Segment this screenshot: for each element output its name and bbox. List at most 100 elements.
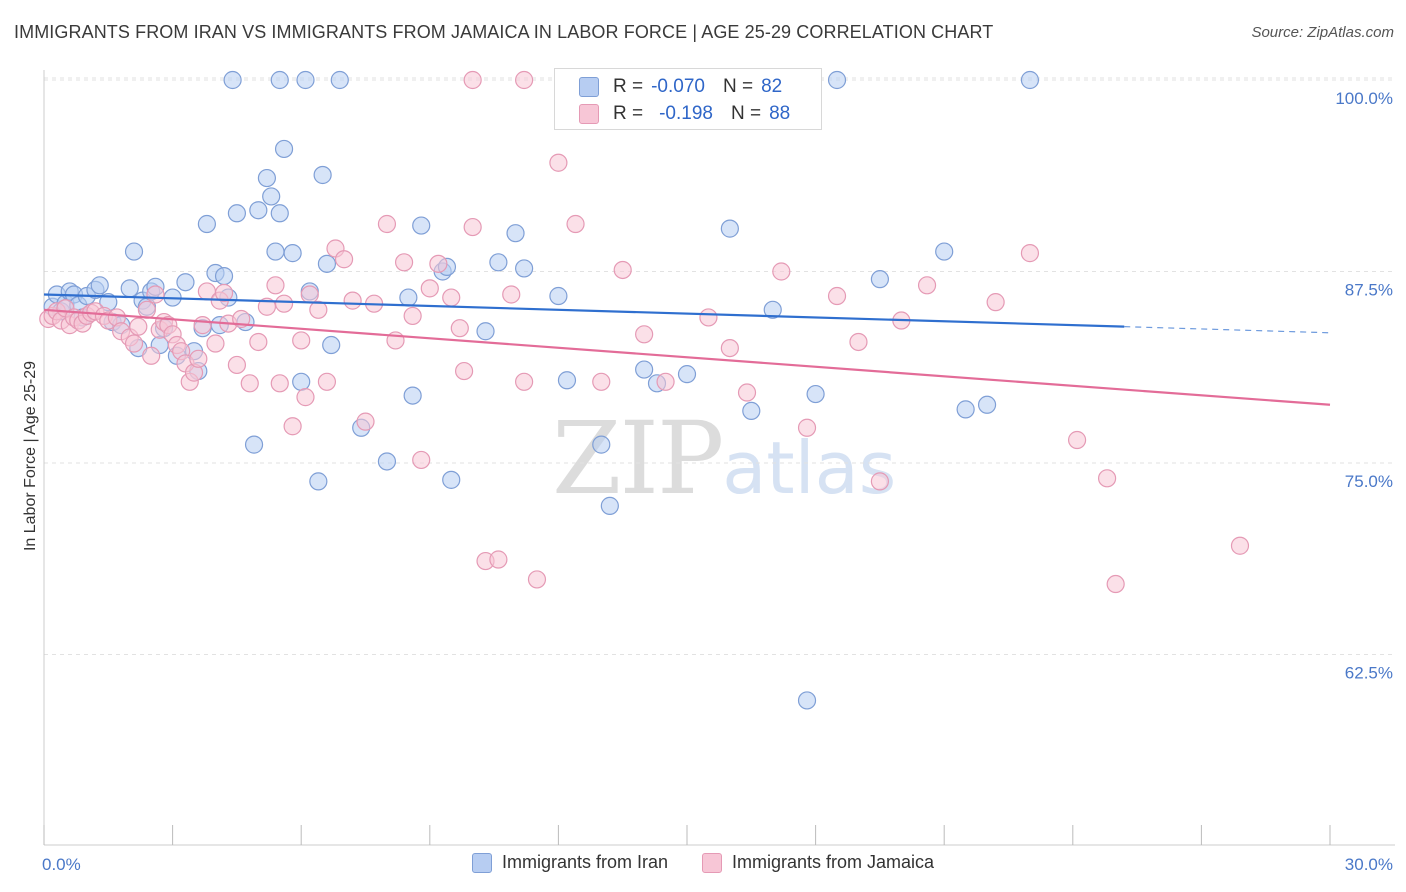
data-point-iran	[977, 395, 997, 414]
data-point-iran	[270, 204, 289, 223]
axes	[43, 70, 1395, 846]
trend-line-iran	[43, 293, 1125, 328]
data-point-jamaica	[377, 214, 397, 234]
series-legend: Immigrants from Iran Immigrants from Jam…	[0, 852, 1406, 873]
series-jamaica-points	[39, 70, 1250, 594]
r-label: R =	[613, 76, 644, 97]
data-point-jamaica	[515, 372, 534, 391]
data-point-iran	[317, 254, 337, 273]
y-tick-label: 87.5%	[1345, 281, 1393, 300]
stats-row-jamaica: R = -0.198 N = 88	[579, 101, 790, 127]
trend-line-jamaica	[43, 308, 1331, 406]
legend-label-iran: Immigrants from Iran	[501, 852, 668, 872]
data-point-iran	[309, 472, 328, 491]
data-point-iran	[90, 276, 109, 295]
data-point-jamaica	[146, 285, 165, 304]
data-point-jamaica	[257, 297, 277, 316]
data-point-iran	[635, 360, 654, 379]
data-point-iran	[223, 70, 242, 90]
n-label: N =	[722, 76, 754, 97]
data-point-iran	[515, 259, 534, 278]
n-label: N =	[730, 103, 762, 124]
r-value-iran: -0.070	[651, 76, 705, 97]
data-point-jamaica	[870, 472, 890, 491]
data-point-jamaica	[1067, 430, 1087, 450]
data-point-iran	[227, 204, 246, 223]
data-point-iran	[742, 401, 761, 421]
data-point-jamaica	[849, 332, 868, 352]
jamaica-swatch	[702, 852, 722, 873]
data-point-jamaica	[720, 339, 739, 358]
data-point-jamaica	[129, 317, 148, 336]
data-point-jamaica	[296, 388, 315, 407]
data-point-iran	[763, 300, 782, 319]
data-point-jamaica	[827, 286, 847, 306]
data-point-jamaica	[227, 355, 246, 375]
data-point-jamaica	[343, 291, 362, 310]
data-point-iran	[720, 219, 739, 238]
data-point-jamaica	[270, 374, 289, 393]
chart-title: IMMIGRANTS FROM IRAN VS IMMIGRANTS FROM …	[14, 22, 994, 42]
data-point-jamaica	[986, 293, 1005, 312]
data-point-iran	[592, 435, 611, 454]
data-point-jamaica	[249, 332, 268, 352]
data-point-jamaica	[1230, 536, 1250, 555]
data-point-iran	[549, 286, 568, 306]
data-point-jamaica	[356, 412, 375, 431]
data-point-jamaica	[403, 306, 422, 326]
data-point-jamaica	[502, 285, 521, 304]
legend-item-jamaica[interactable]: Immigrants from Jamaica	[702, 852, 934, 873]
tick-labels: 100.0% 87.5% 75.0% 62.5% 0.0% 30.0%	[42, 89, 1393, 874]
data-point-jamaica	[635, 325, 654, 344]
trend-lines	[43, 293, 1331, 406]
y-tick-label: 75.0%	[1345, 472, 1393, 491]
data-point-iran	[266, 242, 285, 261]
data-point-iran	[124, 242, 144, 261]
data-point-iran	[249, 201, 268, 220]
data-point-iran	[120, 279, 139, 298]
stats-row-iran: R = -0.070 N = 82	[579, 74, 783, 100]
data-point-iran	[806, 384, 825, 404]
stats-legend: R = -0.070 N = 82 R = -0.198 N = 88	[554, 68, 822, 130]
data-point-iran	[330, 70, 349, 90]
data-point-jamaica	[527, 570, 547, 589]
y-tick-label: 62.5%	[1345, 664, 1393, 683]
data-point-iran	[257, 168, 277, 188]
data-point-jamaica	[309, 300, 328, 319]
grid-lines	[44, 77, 1395, 655]
data-point-jamaica	[463, 70, 482, 90]
legend-item-iran[interactable]: Immigrants from Iran	[471, 852, 668, 873]
data-point-iran	[797, 691, 817, 710]
data-point-iran	[476, 322, 495, 341]
data-point-jamaica	[454, 361, 474, 381]
data-point-iran	[403, 386, 422, 405]
data-point-jamaica	[1097, 469, 1117, 488]
data-point-jamaica	[214, 283, 234, 303]
data-point-iran	[244, 435, 264, 454]
y-axis-label: In Labor Force | Age 25-29	[22, 361, 39, 551]
jamaica-swatch	[579, 104, 599, 124]
data-point-jamaica	[592, 372, 611, 391]
series-iran-points	[43, 70, 1040, 710]
data-point-jamaica	[300, 285, 319, 304]
data-point-jamaica	[334, 250, 354, 269]
data-point-iran	[262, 187, 281, 206]
data-point-jamaica	[240, 374, 259, 393]
data-point-jamaica	[124, 334, 144, 353]
data-point-jamaica	[772, 262, 791, 281]
data-point-jamaica	[442, 288, 461, 307]
data-point-jamaica	[394, 253, 414, 272]
data-point-iran	[412, 216, 431, 235]
data-point-jamaica	[917, 276, 937, 295]
data-point-jamaica	[206, 334, 225, 353]
data-point-iran	[935, 242, 954, 261]
data-point-iran	[270, 70, 289, 90]
data-point-jamaica	[613, 260, 632, 280]
data-point-jamaica	[142, 346, 161, 365]
n-value-iran: 82	[761, 76, 783, 97]
data-point-iran	[296, 70, 315, 90]
data-point-jamaica	[274, 294, 294, 313]
data-point-jamaica	[317, 372, 337, 391]
trend-line-iran-extension	[1124, 326, 1331, 334]
